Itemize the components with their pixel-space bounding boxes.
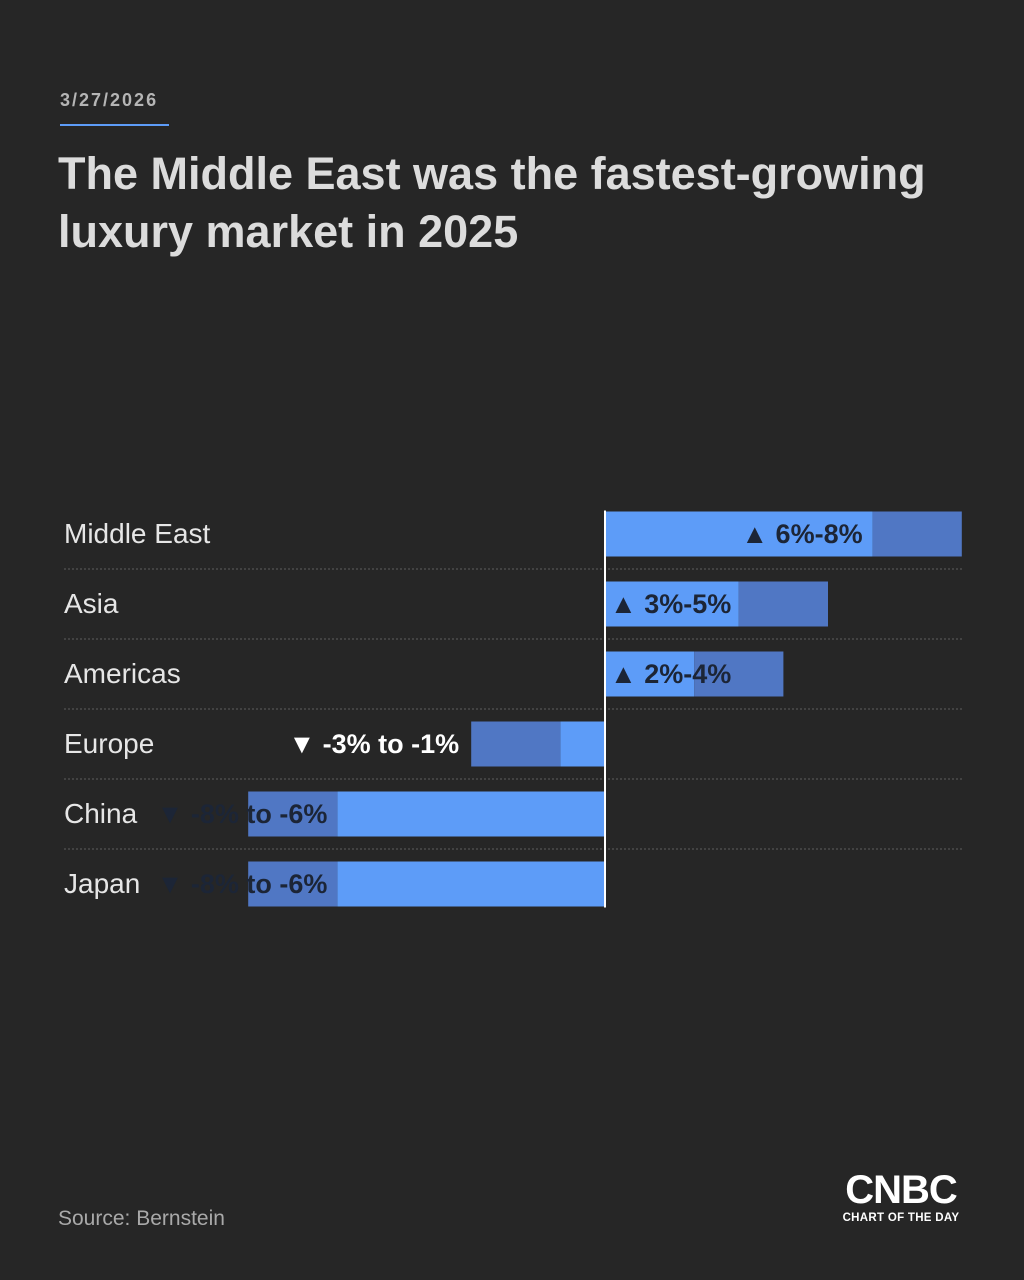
- category-label: Europe: [64, 728, 154, 759]
- bar-base-segment: [337, 791, 605, 837]
- category-label: Americas: [64, 658, 181, 689]
- category-label: China: [64, 798, 138, 829]
- bar-base-segment: [605, 511, 873, 557]
- data-label: ▼ -8% to -6%: [157, 869, 328, 899]
- bar-base-segment: [560, 721, 605, 767]
- data-label: ▲ 3%-5%: [610, 589, 731, 619]
- bar-base-segment: [605, 651, 695, 697]
- bar-range-segment: [471, 721, 561, 767]
- data-label: ▼ -3% to -1%: [288, 729, 459, 759]
- bar-base-segment: [337, 861, 605, 907]
- bar-base-segment: [605, 581, 739, 627]
- brand-wordmark: CNBC: [845, 1168, 958, 1212]
- source-note: Source: Bernstein: [58, 1207, 225, 1230]
- bar-range-segment: [872, 511, 962, 557]
- date-label: 3/27/2026: [60, 90, 159, 110]
- bar-range-segment: [694, 651, 784, 697]
- bar-range-segment: [248, 791, 338, 837]
- data-label: ▲ 2%-4%: [610, 659, 731, 689]
- bar-range-segment: [738, 581, 828, 627]
- category-label: Japan: [64, 868, 140, 899]
- chart-title: The Middle East was the fastest-growing …: [58, 148, 926, 257]
- data-label: ▼ -8% to -6%: [157, 799, 328, 829]
- brand-tagline: CHART OF THE DAY: [842, 1212, 960, 1224]
- cnbc-logo: CNBC CHART OF THE DAY: [836, 1168, 966, 1224]
- category-label: Asia: [64, 588, 119, 619]
- date-underline: [60, 124, 169, 126]
- data-label: ▲ 6%-8%: [741, 519, 862, 549]
- bar-range-segment: [248, 861, 338, 907]
- category-label: Middle East: [64, 518, 211, 549]
